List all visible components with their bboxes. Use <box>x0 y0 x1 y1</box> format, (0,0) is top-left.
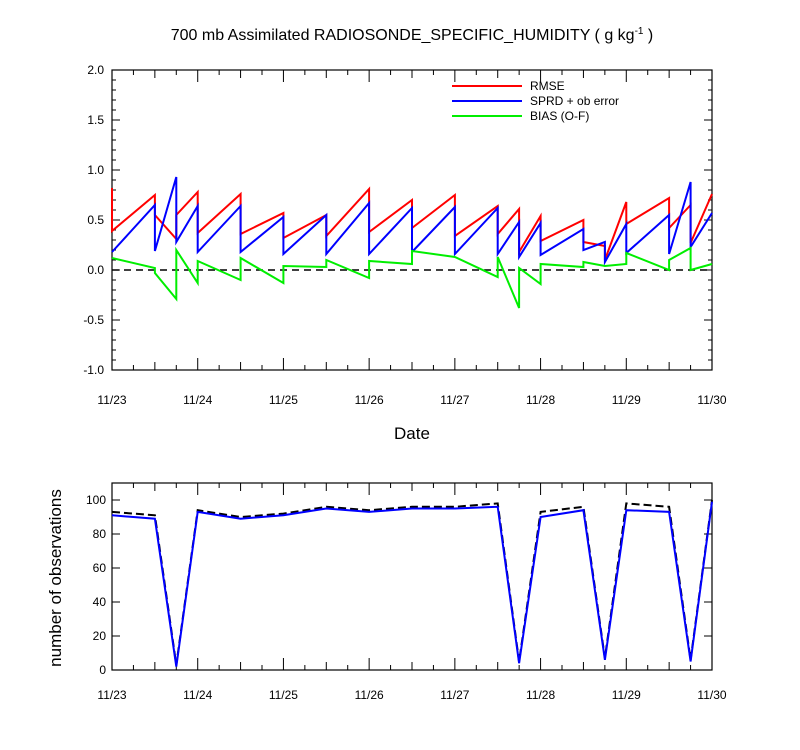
bottom-x-tick-label: 11/25 <box>269 688 298 702</box>
legend-label: SPRD + ob error <box>530 94 619 108</box>
top-x-tick-label: 11/25 <box>269 393 298 407</box>
bottom-y-tick-label: 80 <box>93 527 107 541</box>
top-y-tick-label: 0.5 <box>87 213 104 227</box>
bottom-panel: 11/23 11/24 11/25 11/26 11/27 11/28 11/29 11/30… <box>86 482 727 702</box>
top-y-tick-label: -0.5 <box>83 313 104 327</box>
top-x-tick-label: 11/26 <box>355 393 384 407</box>
top-x-tick-label: 11/23 <box>97 393 126 407</box>
legend-label: BIAS (O-F) <box>530 109 589 123</box>
series-used-line <box>111 501 713 667</box>
legend-label: RMSE <box>530 79 565 93</box>
top-panel: 11/23 11/24 11/25 11/26 11/27 11/28 11/29 11/30… <box>83 63 727 407</box>
bottom-y-tick-label: 60 <box>93 561 107 575</box>
bottom-y-tick-label: 0 <box>99 663 106 677</box>
series-bias-o-f-line <box>111 246 713 309</box>
top-y-tick-label: -1.0 <box>83 363 104 377</box>
bottom-x-tick-label: 11/30 <box>697 688 726 702</box>
top-x-tick-label: 11/27 <box>440 393 469 407</box>
top-y-tick-label: 1.0 <box>87 163 104 177</box>
top-x-tick-label: 11/28 <box>526 393 555 407</box>
y-axis-title-observations: number of observations <box>46 489 65 667</box>
top-x-tick-label: 11/30 <box>697 393 726 407</box>
top-y-tick-label: 0.0 <box>87 263 104 277</box>
top-y-tick-label: 2.0 <box>87 63 104 77</box>
title-superscript: -1 <box>635 26 644 37</box>
top-y-tick-label: 1.5 <box>87 113 104 127</box>
series-sprd-ob-error-line <box>111 176 713 266</box>
top-x-tick-label: 11/29 <box>612 393 641 407</box>
bottom-y-tick-label: 40 <box>93 595 107 609</box>
bottom-x-tick-label: 11/24 <box>183 688 212 702</box>
bottom-y-tick-label: 100 <box>86 493 106 507</box>
x-axis-title: Date <box>394 424 430 443</box>
bottom-x-tick-label: 11/23 <box>97 688 126 702</box>
bottom-x-tick-label: 11/27 <box>440 688 469 702</box>
chart-title: 700 mb Assimilated RADIOSONDE_SPECIFIC_H… <box>171 26 654 44</box>
bottom-x-tick-label: 11/26 <box>355 688 384 702</box>
bottom-x-tick-label: 11/29 <box>612 688 641 702</box>
bottom-x-tick-label: 11/28 <box>526 688 555 702</box>
series-possible-line <box>111 499 713 666</box>
top-x-tick-label: 11/24 <box>183 393 212 407</box>
series-rmse-line <box>111 186 713 261</box>
bottom-y-tick-label: 20 <box>93 629 107 643</box>
